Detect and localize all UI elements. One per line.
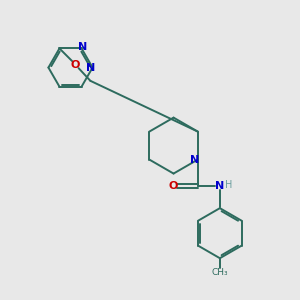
Text: N: N — [85, 63, 95, 73]
Text: O: O — [71, 60, 80, 70]
Text: N: N — [215, 181, 224, 191]
Text: N: N — [78, 42, 88, 52]
Text: H: H — [225, 180, 232, 190]
Text: O: O — [168, 181, 177, 191]
Text: N: N — [190, 154, 199, 165]
Text: CH₃: CH₃ — [212, 268, 228, 277]
